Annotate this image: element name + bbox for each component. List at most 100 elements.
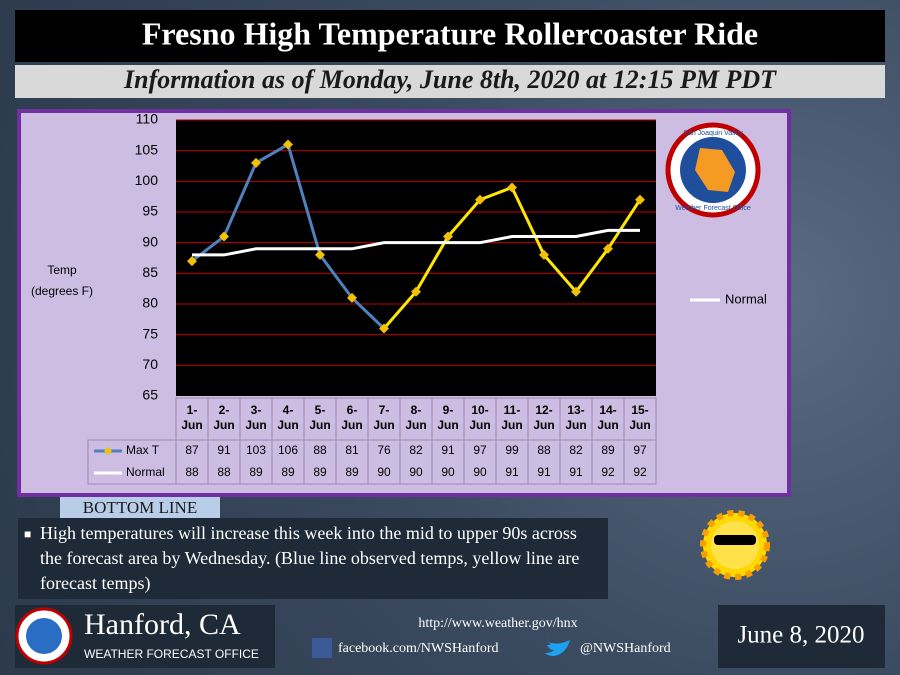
- data-marker: [539, 249, 549, 260]
- data-marker: [507, 182, 517, 193]
- table-value: 91: [217, 443, 231, 457]
- data-marker: [251, 157, 261, 168]
- twitter[interactable]: @NWSHanford: [580, 641, 671, 656]
- data-marker: [283, 139, 293, 150]
- x-tick-label: 14-Jun: [597, 403, 618, 432]
- table-value: 89: [249, 465, 263, 479]
- table-value: 92: [601, 465, 615, 479]
- table-value: 90: [473, 465, 487, 479]
- x-tick-part: Jun: [245, 418, 266, 432]
- data-marker: [347, 292, 357, 303]
- title: Fresno High Temperature Rollercoaster Ri…: [142, 15, 758, 51]
- table-value: 88: [185, 465, 199, 479]
- table-bg: [87, 439, 657, 485]
- table-value: 92: [633, 465, 647, 479]
- data-marker: [443, 231, 453, 242]
- url[interactable]: http://www.weather.gov/hnx: [418, 616, 577, 631]
- x-tick-label: 12-Jun: [533, 403, 554, 432]
- x-tick-label: 7-Jun: [373, 403, 394, 432]
- table-value: 103: [246, 443, 266, 457]
- facebook[interactable]: facebook.com/NWSHanford: [338, 641, 499, 656]
- legend-marker: [104, 447, 112, 455]
- x-tick-part: 4-: [283, 403, 294, 417]
- x-tick-label: 5-Jun: [309, 403, 330, 432]
- table-value: 90: [441, 465, 455, 479]
- data-marker: [315, 249, 325, 260]
- x-tick-label: 15-Jun: [629, 403, 650, 432]
- y-tick-label: 65: [142, 387, 158, 403]
- x-tick-part: 1-: [187, 403, 198, 417]
- legend-label: Max T: [126, 443, 160, 457]
- legend-label: Normal: [725, 291, 767, 306]
- x-tick-part: Jun: [405, 418, 426, 432]
- plot-area: [176, 120, 656, 396]
- x-tick-part: Jun: [565, 418, 586, 432]
- y-tick-label: 80: [142, 295, 158, 311]
- x-tick-part: Jun: [501, 418, 522, 432]
- x-tick-part: 15-: [631, 403, 648, 417]
- title-bar: [15, 10, 885, 62]
- y-tick-label: 90: [142, 233, 158, 249]
- x-tick-label: 11-Jun: [501, 403, 522, 432]
- x-tick-label: 6-Jun: [341, 403, 362, 432]
- table-value: 91: [537, 465, 551, 479]
- data-marker: [603, 243, 613, 254]
- table-value: 90: [377, 465, 391, 479]
- date-box: [718, 605, 885, 668]
- x-tick-part: 6-: [347, 403, 358, 417]
- x-tick-part: 12-: [535, 403, 552, 417]
- table-value: 82: [569, 443, 583, 457]
- table-value: 81: [345, 443, 359, 457]
- x-tick-label: 3-Jun: [245, 403, 266, 432]
- table-value: 90: [409, 465, 423, 479]
- data-marker: [219, 231, 229, 242]
- x-tick-label: 8-Jun: [405, 403, 426, 432]
- x-tick-part: 13-: [567, 403, 584, 417]
- data-marker: [571, 286, 581, 297]
- table-value: 76: [377, 443, 391, 457]
- x-tick-part: Jun: [341, 418, 362, 432]
- table-cell: [623, 397, 657, 485]
- bullet: ■: [24, 527, 32, 541]
- table-value: 91: [505, 465, 519, 479]
- data-marker: [635, 194, 645, 205]
- subtitle: Information as of Monday, June 8th, 2020…: [123, 65, 777, 94]
- data-marker: [411, 286, 421, 297]
- subtitle-bar: [15, 65, 885, 98]
- table-value: 97: [473, 443, 487, 457]
- table-value: 88: [313, 443, 327, 457]
- table-value: 106: [278, 443, 298, 457]
- office-sub: WEATHER FORECAST OFFICE: [84, 647, 259, 661]
- table-value: 89: [345, 465, 359, 479]
- x-tick-part: Jun: [597, 418, 618, 432]
- y-label: (degrees F): [31, 284, 93, 298]
- x-tick-part: Jun: [213, 418, 234, 432]
- y-tick-label: 85: [142, 264, 158, 280]
- x-tick-part: Jun: [437, 418, 458, 432]
- x-tick-part: 7-: [379, 403, 390, 417]
- table-value: 89: [313, 465, 327, 479]
- bottom-line-body: High temperatures will increase this wee…: [40, 523, 580, 593]
- table-value: 91: [569, 465, 583, 479]
- x-tick-label: 2-Jun: [213, 403, 234, 432]
- sunglasses: [714, 535, 756, 545]
- x-tick-part: Jun: [629, 418, 650, 432]
- x-tick-part: Jun: [277, 418, 298, 432]
- office-name: Hanford, CA: [84, 608, 241, 641]
- table-value: 87: [185, 443, 199, 457]
- data-line: [192, 228, 640, 257]
- x-tick-part: Jun: [309, 418, 330, 432]
- bottom-line-label: BOTTOM LINE: [60, 497, 220, 519]
- x-tick-part: Jun: [533, 418, 554, 432]
- table-value: 91: [441, 443, 455, 457]
- table-value: 82: [409, 443, 423, 457]
- table-value: 97: [633, 443, 647, 457]
- logo-text: San Joaquin Valley: [683, 130, 743, 137]
- y-tick-label: 95: [142, 203, 158, 219]
- table-value: 89: [601, 443, 615, 457]
- legend-label: Normal: [126, 465, 165, 479]
- data-marker: [187, 256, 197, 267]
- x-tick-part: 2-: [219, 403, 230, 417]
